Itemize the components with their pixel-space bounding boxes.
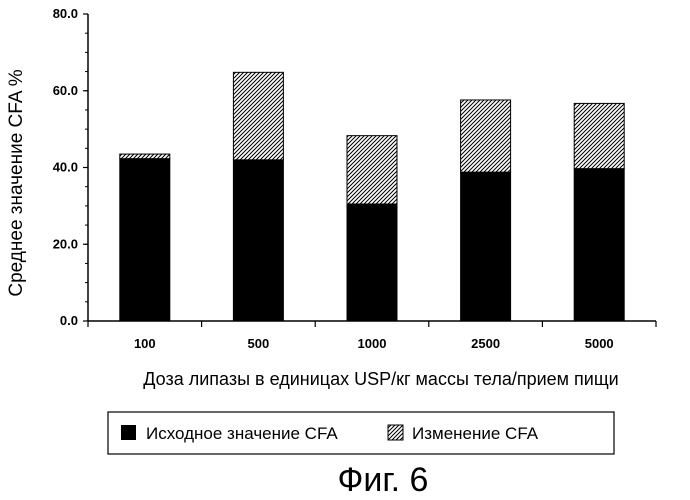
x-axis-title: Доза липазы в единицах USP/кг массы тела… — [143, 369, 618, 389]
legend: Исходное значение CFA Изменение CFA — [108, 412, 614, 454]
legend-label-change: Изменение CFA — [412, 424, 539, 443]
y-tick-label: 20.0 — [53, 236, 78, 251]
bar-baseline-cfa — [233, 160, 283, 321]
bar-baseline-cfa — [574, 169, 624, 321]
legend-label-baseline: Исходное значение CFA — [146, 424, 338, 443]
legend-swatch-change — [388, 425, 403, 440]
bar-baseline-cfa — [347, 204, 397, 321]
bar-change-cfa — [120, 154, 170, 159]
legend-swatch-baseline — [121, 425, 136, 440]
plot-area: 0.0 20.0 40.0 60.0 80.0 100 500 1000 2500 5000 — [53, 6, 656, 351]
bars — [120, 72, 624, 321]
bar-change-cfa — [347, 136, 397, 204]
bar-baseline-cfa — [461, 172, 511, 321]
bar-change-cfa — [233, 72, 283, 159]
bar-change-cfa — [461, 100, 511, 172]
y-tick-label: 80.0 — [53, 6, 78, 21]
y-axis-title: Среднее значение CFA % — [6, 69, 27, 296]
x-tick-label: 5000 — [585, 336, 614, 351]
y-tick-label: 40.0 — [53, 160, 78, 175]
x-tick-label: 2500 — [471, 336, 500, 351]
x-tick-label: 500 — [248, 336, 270, 351]
x-tick-label: 100 — [134, 336, 156, 351]
figure-caption: Фиг. 6 — [338, 461, 429, 499]
x-axis-ticks: 100 500 1000 2500 5000 — [88, 321, 656, 351]
y-tick-label: 60.0 — [53, 83, 78, 98]
x-tick-label: 1000 — [358, 336, 387, 351]
y-tick-label: 0.0 — [60, 313, 78, 328]
bar-baseline-cfa — [120, 159, 170, 321]
y-axis-ticks: 0.0 20.0 40.0 60.0 80.0 — [53, 6, 88, 328]
bar-change-cfa — [574, 103, 624, 168]
